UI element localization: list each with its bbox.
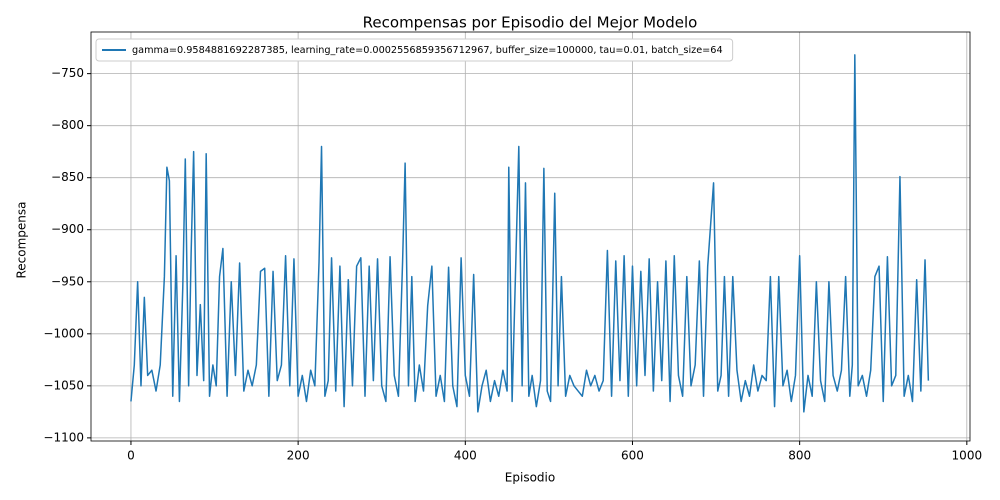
x-tick-label: 600 — [621, 449, 644, 463]
x-tick-label: 1000 — [952, 449, 983, 463]
x-tick-label: 400 — [454, 449, 477, 463]
x-tick-label: 800 — [788, 449, 811, 463]
y-tick-label: −750 — [51, 66, 84, 80]
y-tick-label: −900 — [51, 222, 84, 236]
x-tick-label: 200 — [287, 449, 310, 463]
x-axis-label: Episodio — [505, 471, 555, 485]
y-tick-label: −1000 — [43, 326, 84, 340]
legend-label: gamma=0.9584881692287385, learning_rate=… — [132, 45, 723, 56]
legend-box — [95, 38, 734, 62]
x-tick-label: 0 — [127, 449, 135, 463]
y-tick-label: −850 — [51, 170, 84, 184]
plot-frame — [90, 31, 971, 442]
y-tick-label: −1100 — [43, 430, 84, 444]
y-tick-label: −1050 — [43, 378, 84, 392]
y-tick-label: −800 — [51, 118, 84, 132]
y-tick-label: −950 — [51, 274, 84, 288]
y-axis-label: Recompensa — [15, 201, 29, 278]
series-line — [130, 54, 930, 413]
chart-title: Recompensas por Episodio del Mejor Model… — [363, 14, 698, 32]
legend: gamma=0.9584881692287385, learning_rate=… — [95, 38, 734, 62]
